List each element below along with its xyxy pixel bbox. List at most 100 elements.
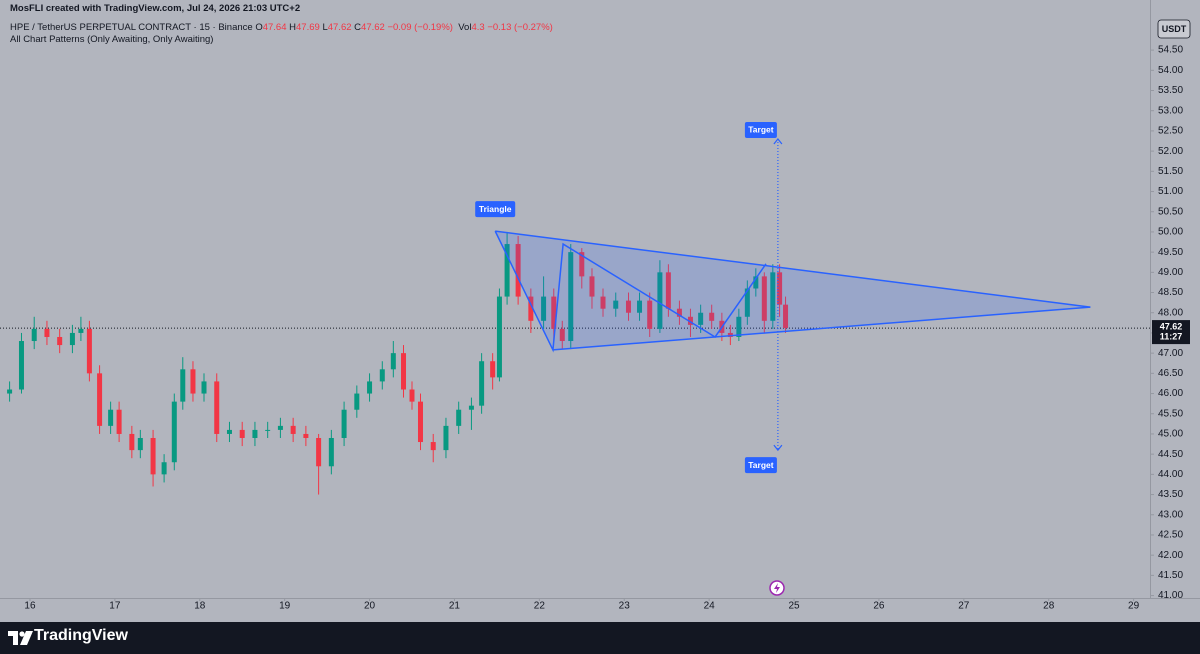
- ohlc-key: O: [255, 22, 263, 33]
- label-box: [744, 457, 777, 474]
- y-tick-label: 50.00: [1158, 227, 1183, 238]
- legend-line: HPE / TetherUS PERPETUAL CONTRACT · 15 ·…: [10, 22, 553, 33]
- logo-part: [19, 631, 25, 637]
- candle-body: [541, 296, 547, 321]
- candle-body: [116, 409, 122, 434]
- candle-body: [698, 312, 704, 325]
- candle-body: [761, 276, 767, 321]
- candle-body: [744, 288, 750, 317]
- volume-key: Vol: [458, 22, 472, 33]
- candle-body: [687, 316, 693, 325]
- x-tick-label: 17: [109, 601, 121, 612]
- brand[interactable]: TradingView: [34, 627, 128, 644]
- ohlc-key: L: [322, 22, 328, 33]
- candle-body: [69, 332, 75, 346]
- candle-body: [613, 300, 619, 309]
- y-tick-label: 42.50: [1158, 530, 1183, 541]
- candle-body: [709, 312, 715, 321]
- ohlc-value: 47.62: [327, 22, 352, 33]
- y-tick-label: 45.00: [1158, 429, 1183, 440]
- candle-body: [226, 429, 232, 434]
- credit: MosFLI created with TradingView.com, Jul…: [10, 3, 301, 14]
- candle-body: [727, 332, 733, 337]
- y-tick-label: 48.00: [1158, 307, 1183, 318]
- y-tick-label: 49.50: [1158, 247, 1183, 258]
- ohlc-key: C: [354, 22, 362, 33]
- indicator[interactable]: All Chart Patterns (Only Awaiting, Only …: [10, 34, 214, 45]
- label-text: Triangle: [479, 204, 512, 214]
- candle-body: [657, 272, 663, 329]
- x-tick-label: 21: [449, 601, 461, 612]
- ohlc-value: 47.62: [361, 22, 385, 33]
- candle-body: [31, 328, 37, 342]
- countdown: 11:27: [1160, 331, 1183, 341]
- y-tick-label: 54.50: [1158, 45, 1183, 56]
- candle-body: [44, 328, 50, 337]
- ohlc-value: 47.64: [262, 22, 287, 33]
- ohlc-value: 47.69: [296, 22, 320, 33]
- y-tick-label: 45.50: [1158, 408, 1183, 419]
- candle-body: [409, 389, 415, 402]
- last-price-box: [1152, 320, 1190, 345]
- candle-body: [265, 429, 271, 431]
- x-tick-label: 19: [279, 601, 291, 612]
- x-tick-label: 26: [873, 601, 885, 612]
- y-tick-label: 53.00: [1158, 105, 1183, 116]
- candle-body: [456, 409, 462, 426]
- candle-body: [443, 425, 449, 451]
- candle-body: [777, 272, 783, 305]
- y-tick-label: 42.00: [1158, 550, 1183, 561]
- x-tick-label: 20: [364, 601, 376, 612]
- y-tick-label: 49.00: [1158, 267, 1183, 278]
- y-tick-label: 54.00: [1158, 65, 1183, 76]
- candle-body: [316, 437, 322, 467]
- candle-body: [568, 252, 574, 342]
- chart: USDT 41.00 41.50 42.00 42.50 43.00 43.50 44.00…: [0, 0, 1200, 622]
- target-arrow: [773, 138, 783, 145]
- ohlc: O47.64 H47.69 L47.62 C47.62: [255, 22, 387, 33]
- triangle-edge: [552, 306, 1091, 351]
- label-text: Target: [748, 460, 774, 470]
- candle-body: [736, 316, 742, 337]
- candles: [7, 231, 789, 495]
- candle-body: [108, 409, 114, 426]
- candle-body: [665, 272, 671, 309]
- currency-box[interactable]: [1157, 19, 1191, 39]
- label-box: [744, 121, 777, 138]
- x-tick-label: 22: [534, 601, 546, 612]
- volume: 4.3: [471, 22, 485, 33]
- candle-body: [7, 389, 13, 394]
- x-tick-label: 24: [704, 601, 716, 612]
- symbol[interactable]: HPE / TetherUS PERPETUAL CONTRACT · 15 ·…: [10, 22, 253, 33]
- candle-body: [390, 353, 396, 370]
- candle-body: [528, 296, 534, 321]
- candle-body: [479, 361, 485, 406]
- candle-body: [78, 328, 84, 333]
- x-tick-label: 25: [788, 601, 800, 612]
- y-tick-label: 52.50: [1158, 126, 1183, 137]
- chart-background: [0, 0, 1200, 622]
- volume-change: −0.13 (−0.27%): [487, 22, 553, 33]
- y-tick-label: 51.50: [1158, 166, 1183, 177]
- brand-logo[interactable]: [8, 629, 34, 649]
- candle-body: [589, 276, 595, 297]
- y-tick-label: 51.00: [1158, 186, 1183, 197]
- y-tick-label: 44.00: [1158, 469, 1183, 480]
- candle-body: [328, 437, 334, 467]
- footer: TradingView: [0, 622, 1200, 654]
- change: −0.09 (−0.19%): [387, 22, 453, 33]
- candle-body: [515, 244, 521, 297]
- candle-body: [137, 437, 143, 451]
- candle-body: [277, 425, 283, 430]
- logo-part: [8, 631, 18, 645]
- candle-body: [770, 272, 776, 321]
- alert-icon[interactable]: [769, 580, 785, 596]
- candle-body: [171, 401, 177, 463]
- candle-body: [86, 328, 92, 374]
- y-tick-label: 41.50: [1158, 570, 1183, 581]
- x-tick-label: 27: [958, 601, 970, 612]
- pattern-zigzag: [494, 230, 767, 353]
- candle-body: [753, 276, 759, 289]
- triangle-edge: [495, 230, 1091, 308]
- candle-body: [161, 462, 167, 475]
